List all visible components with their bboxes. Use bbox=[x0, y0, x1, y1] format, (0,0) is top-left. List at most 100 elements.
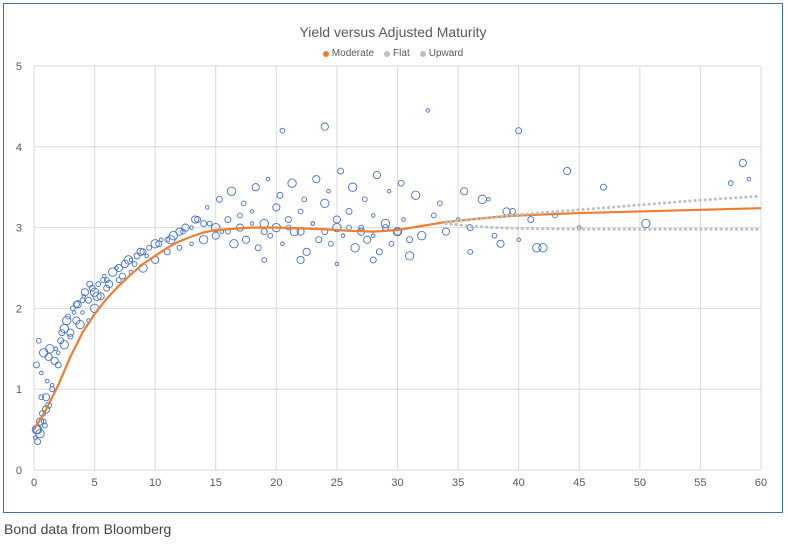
x-tick-label: 10 bbox=[149, 477, 161, 489]
bond-point bbox=[166, 235, 176, 245]
bond-point bbox=[326, 188, 331, 194]
x-tick-label: 20 bbox=[270, 477, 282, 489]
bond-point bbox=[401, 217, 406, 222]
bond-point bbox=[73, 300, 82, 309]
bond-point bbox=[345, 207, 353, 215]
bond-point bbox=[34, 438, 42, 446]
bond-point bbox=[136, 247, 145, 256]
x-tick-label: 35 bbox=[452, 477, 464, 489]
bond-point bbox=[35, 337, 42, 344]
bond-point bbox=[285, 216, 292, 223]
bond-point bbox=[392, 226, 403, 237]
bond-point bbox=[131, 261, 138, 267]
legend-label-moderate: Moderate bbox=[331, 48, 375, 59]
bond-point bbox=[371, 233, 376, 238]
bond-point bbox=[198, 235, 209, 245]
x-tick-label: 5 bbox=[92, 477, 98, 489]
bond-point bbox=[388, 240, 395, 247]
bond-point bbox=[72, 316, 81, 325]
bond-point bbox=[53, 346, 59, 352]
bond-point bbox=[516, 237, 521, 242]
bond-point bbox=[466, 224, 474, 232]
bond-point bbox=[350, 243, 360, 253]
y-tick-label: 3 bbox=[16, 223, 22, 235]
bond-point bbox=[502, 207, 511, 216]
bond-point bbox=[66, 328, 75, 337]
bond-point bbox=[114, 263, 123, 273]
bond-point bbox=[211, 222, 221, 233]
bond-point bbox=[404, 251, 415, 261]
bond-point bbox=[103, 284, 111, 292]
bond-point bbox=[100, 277, 106, 283]
bond-point bbox=[348, 182, 358, 192]
legend-item-upward: Upward bbox=[419, 48, 463, 59]
bond-point bbox=[441, 227, 451, 236]
bond-point bbox=[375, 248, 383, 256]
bond-point bbox=[229, 239, 239, 249]
chart-title: Yield versus Adjusted Maturity bbox=[299, 24, 487, 40]
bond-point bbox=[205, 205, 210, 210]
bond-point bbox=[320, 198, 330, 209]
bond-point bbox=[486, 197, 491, 202]
bond-point bbox=[538, 243, 548, 253]
bond-point bbox=[361, 196, 368, 203]
bond-point bbox=[40, 418, 47, 425]
bond-point bbox=[146, 244, 152, 251]
y-tick-label: 4 bbox=[16, 142, 22, 154]
bond-point bbox=[86, 280, 94, 288]
x-tick-label: 0 bbox=[31, 477, 37, 489]
bond-point bbox=[81, 294, 86, 299]
bond-point bbox=[249, 221, 255, 226]
bond-point bbox=[45, 378, 50, 384]
bond-point bbox=[260, 228, 268, 236]
bond-point bbox=[279, 127, 286, 134]
x-tick-label: 60 bbox=[755, 477, 767, 489]
bond-point bbox=[301, 196, 308, 203]
bond-point bbox=[200, 220, 208, 228]
bond-point bbox=[123, 255, 134, 265]
bond-point bbox=[386, 188, 392, 194]
bond-point bbox=[431, 212, 437, 219]
bond-point bbox=[115, 277, 122, 283]
bond-point bbox=[380, 218, 391, 229]
chart-legend: Moderate Flat Upward bbox=[4, 48, 782, 59]
legend-marker-moderate bbox=[322, 50, 329, 57]
y-tick-label: 5 bbox=[16, 61, 22, 73]
bond-point bbox=[460, 187, 469, 196]
figure-caption: Bond data from Bloomberg bbox=[4, 521, 172, 537]
bond-point bbox=[50, 356, 59, 365]
bond-point bbox=[189, 225, 194, 230]
bond-point bbox=[371, 213, 376, 218]
bond-point bbox=[180, 228, 186, 235]
bond-point bbox=[287, 178, 297, 188]
bond-point bbox=[108, 267, 118, 277]
y-tick-label: 0 bbox=[16, 465, 22, 477]
bond-point bbox=[332, 222, 342, 233]
bond-point bbox=[515, 127, 523, 135]
legend-marker-upward bbox=[419, 50, 426, 57]
bond-point bbox=[340, 233, 346, 238]
series-line-upward bbox=[444, 194, 763, 224]
series-line-flat bbox=[444, 222, 763, 231]
legend-item-flat: Flat bbox=[384, 48, 410, 59]
bond-point bbox=[532, 243, 542, 253]
bond-point bbox=[302, 247, 311, 256]
x-tick-label: 45 bbox=[573, 477, 585, 489]
bond-point bbox=[320, 122, 329, 131]
bond-point bbox=[62, 315, 72, 326]
bond-point bbox=[144, 253, 149, 259]
bond-point bbox=[272, 203, 281, 212]
bond-point bbox=[527, 216, 535, 223]
bond-point bbox=[315, 236, 323, 244]
bond-point bbox=[44, 352, 53, 361]
bond-point bbox=[738, 158, 747, 168]
bond-point bbox=[59, 340, 69, 350]
bond-point bbox=[254, 244, 262, 252]
bond-point bbox=[358, 224, 365, 231]
bond-point bbox=[95, 281, 102, 288]
bond-point bbox=[746, 176, 752, 182]
bond-point bbox=[437, 200, 443, 207]
bond-point bbox=[150, 239, 160, 249]
bond-point bbox=[80, 288, 89, 297]
